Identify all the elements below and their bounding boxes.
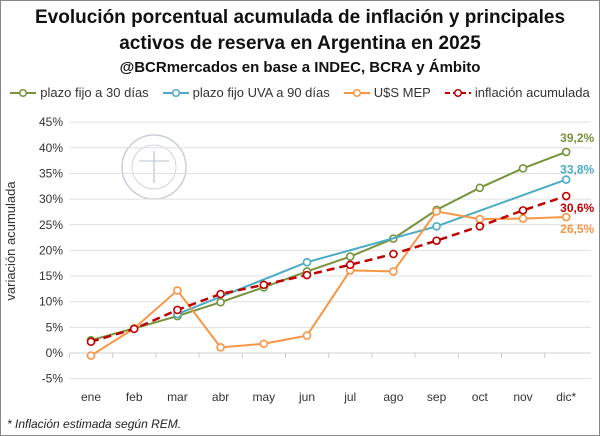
- end-data-label: 30,6%: [560, 201, 594, 215]
- data-point: [302, 270, 312, 280]
- chart-title: Evolución porcentual acumulada de inflac…: [35, 7, 566, 54]
- x-tick-label: ene: [81, 390, 101, 404]
- y-tick-label: 10%: [39, 295, 63, 309]
- footnote: * Inflación estimada según REM.: [7, 417, 182, 431]
- data-point: [345, 260, 355, 270]
- data-point: [561, 212, 571, 222]
- x-tick-label: feb: [126, 390, 143, 404]
- x-tick-label: mar: [167, 390, 188, 404]
- data-point: [345, 252, 355, 261]
- data-point: [518, 214, 528, 223]
- data-point: [302, 331, 312, 340]
- data-point: [561, 175, 571, 184]
- x-tick-label: abr: [212, 390, 229, 404]
- y-tick-label: 45%: [39, 115, 63, 129]
- legend-label: plazo fijo UVA a 90 días: [192, 85, 330, 100]
- data-point: [389, 267, 398, 276]
- data-point: [129, 324, 139, 334]
- x-tick-label: ago: [383, 390, 403, 404]
- data-point: [432, 236, 441, 245]
- data-point: [518, 164, 528, 173]
- series-line: [90, 194, 567, 343]
- x-tick-label: nov: [513, 390, 532, 404]
- legend-item: inflación acumulada: [444, 85, 590, 100]
- data-point: [518, 206, 528, 215]
- x-tick-label: dic*: [556, 390, 576, 404]
- data-point: [216, 289, 225, 299]
- end-data-label: 39,2%: [560, 131, 594, 145]
- legend-item: plazo fijo UVA a 90 días: [162, 85, 330, 100]
- legend-marker: [162, 88, 189, 97]
- y-tick-label: 30%: [39, 192, 63, 206]
- data-point: [216, 343, 225, 352]
- end-data-label: 33,8%: [560, 163, 594, 177]
- y-tick-label: 5%: [46, 320, 64, 334]
- data-point: [561, 147, 571, 157]
- y-tick-label: 25%: [39, 218, 63, 232]
- y-tick-label: 0%: [46, 346, 64, 360]
- chart-subtitle: @BCRmercados en base a INDEC, BCRA y Ámb…: [119, 59, 481, 76]
- y-tick-label: 35%: [39, 166, 63, 180]
- watermark-seal: [121, 134, 187, 200]
- series-line: [90, 150, 567, 342]
- x-tick-label: may: [252, 390, 275, 404]
- data-point: [389, 249, 398, 259]
- legend-marker: [343, 88, 370, 97]
- data-point: [86, 351, 96, 360]
- x-tick-label: jul: [343, 390, 356, 404]
- data-point: [475, 183, 485, 193]
- data-point: [432, 207, 441, 216]
- data-point: [216, 297, 225, 307]
- legend-item: U$S MEP: [343, 85, 431, 100]
- x-tick-label: sep: [427, 390, 447, 404]
- series-plazo-fijo-uva-a-90-d-as: 33,8%: [173, 163, 595, 319]
- series-u-s-mep: 26,5%: [86, 207, 595, 360]
- legend-label: U$S MEP: [373, 85, 431, 100]
- legend-item: plazo fijo a 30 días: [10, 85, 149, 100]
- data-point: [259, 280, 269, 290]
- x-tick-label: oct: [472, 390, 489, 404]
- series-line: [90, 210, 567, 357]
- y-tick-label: -5%: [42, 372, 64, 386]
- series-line: [177, 178, 567, 315]
- data-point: [475, 214, 485, 224]
- data-point: [432, 221, 441, 231]
- legend-marker: [10, 88, 37, 97]
- data-point: [173, 286, 182, 295]
- series-inflaci-n-acumulada: 30,6%: [86, 191, 595, 347]
- legend-marker: [444, 88, 471, 97]
- y-tick-label: 20%: [39, 243, 63, 257]
- legend-label: plazo fijo a 30 días: [40, 85, 149, 100]
- x-tick-label: jun: [298, 390, 315, 404]
- series-plazo-fijo-a-30-d-as: 39,2%: [86, 131, 595, 345]
- data-point: [561, 191, 571, 201]
- legend-label: inflación acumulada: [474, 85, 590, 100]
- data-point: [86, 337, 96, 347]
- y-tick-label: 15%: [39, 269, 63, 283]
- legend: plazo fijo a 30 días plazo fijo UVA a 90 …: [1, 85, 599, 100]
- y-tick-label: 40%: [39, 141, 63, 155]
- data-point: [259, 339, 269, 349]
- data-point: [302, 257, 312, 267]
- end-data-label: 26,5%: [560, 222, 594, 236]
- data-point: [475, 221, 485, 231]
- data-point: [173, 305, 182, 315]
